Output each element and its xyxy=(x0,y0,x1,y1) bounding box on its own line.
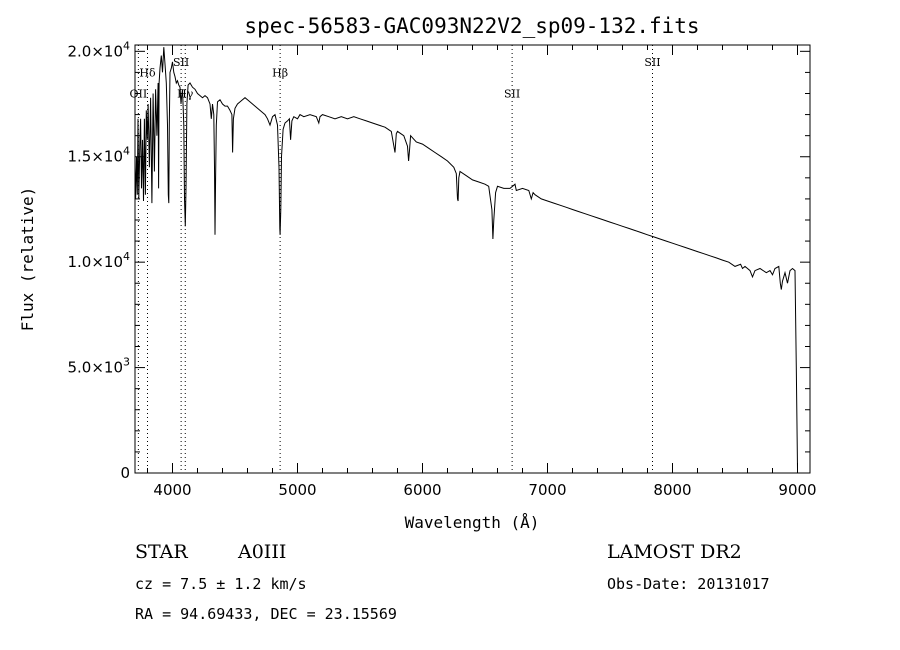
line-marker-label: SII xyxy=(644,56,660,69)
survey-name: LAMOST DR2 xyxy=(607,541,742,563)
line-marker-label: Hβ xyxy=(272,67,288,80)
x-axis-label: Wavelength (Å) xyxy=(405,513,540,532)
observation-date: Obs-Date: 20131017 xyxy=(607,575,770,593)
redshift-text: cz = 7.5 ± 1.2 km/s xyxy=(135,575,307,593)
x-tick-label: 8000 xyxy=(653,481,691,499)
line-marker-label: SII xyxy=(173,56,189,69)
y-tick-label: 0 xyxy=(120,464,130,482)
x-tick-label: 6000 xyxy=(403,481,441,499)
y-axis-label: Flux (relative) xyxy=(18,187,37,332)
line-marker-label: Hδ xyxy=(139,67,156,80)
x-tick-label: 4000 xyxy=(153,481,191,499)
y-tick-label: 5.0×103 xyxy=(67,356,130,377)
object-subclass: A0III xyxy=(237,541,286,563)
object-class: STAR xyxy=(135,541,188,563)
x-tick-label: 9000 xyxy=(778,481,816,499)
axis-ticks: 4000 5000 6000 7000 8000 9000 0 5.0×103 1.0×104 1… xyxy=(67,39,816,499)
y-tick-label: 1.0×104 xyxy=(67,250,130,271)
y-tick-label: 2.0×104 xyxy=(67,39,130,60)
line-marker-label: SII xyxy=(504,88,520,101)
chart-title: spec-56583-GAC093N22V2_sp09-132.fits xyxy=(244,14,699,38)
y-tick-label: 1.5×104 xyxy=(67,145,130,166)
plot-frame xyxy=(134,44,811,474)
x-tick-label: 5000 xyxy=(278,481,316,499)
coordinates-text: RA = 94.69433, DEC = 23.15569 xyxy=(135,605,397,623)
line-marker-label: OII xyxy=(130,88,148,101)
spectrum-line xyxy=(134,47,798,469)
x-tick-label: 7000 xyxy=(528,481,566,499)
